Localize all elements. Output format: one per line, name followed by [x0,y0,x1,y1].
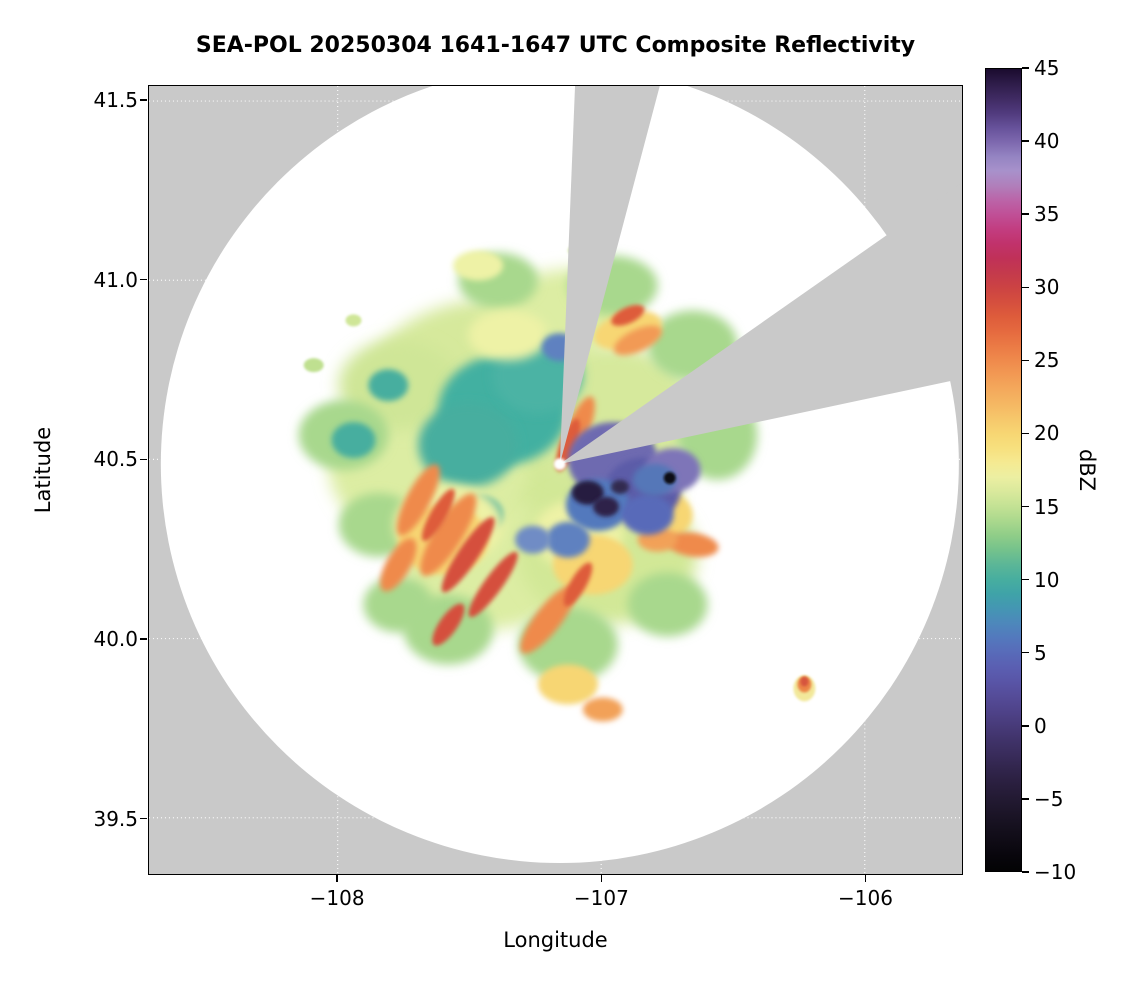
colorbar-tick-mark [1022,67,1029,69]
x-tick-mark [600,875,603,882]
y-tick-label: 40.0 [93,626,138,651]
colorbar-tick-label: 25 [1034,348,1060,373]
echo-blob [468,551,518,618]
colorbar [985,68,1022,872]
colorbar-tick-mark [1022,213,1029,215]
colorbar-tick-label: 10 [1034,567,1060,592]
echo-blob [632,463,677,496]
colorbar-tick-mark [1022,432,1029,435]
echo-blob [421,488,455,542]
echo-blob [800,676,809,687]
y-tick-mark [140,458,147,461]
echo-blob [592,496,619,517]
radar-site-notch [553,458,566,471]
colorbar-tick-mark [1022,651,1029,654]
y-axis-label: Latitude [31,426,55,514]
colorbar-tick-mark [1022,359,1029,362]
colorbar-tick-label: 15 [1034,494,1060,519]
y-tick-label: 39.5 [93,806,138,831]
echo-blob [453,250,504,281]
echo-blob [546,521,590,558]
echo-blob [611,304,645,326]
echo-blob [613,325,662,356]
colorbar-tick-mark [1022,798,1029,800]
echo-blob [515,525,551,554]
echo-blob [666,532,719,558]
colorbar-tick-label: 45 [1034,56,1060,80]
y-tick-mark [140,99,147,101]
colorbar-tick-label: −5 [1034,786,1064,811]
echo-blob [663,472,676,485]
y-tick-label: 41.5 [93,88,138,113]
chart-title: SEA-POL 20250304 1641-1647 UTC Composite… [195,33,916,58]
echo-blob [420,493,477,576]
x-tick-label: −106 [838,886,893,910]
colorbar-tick-label: 30 [1034,275,1060,300]
echo-blob [627,572,708,637]
x-tick-label: −108 [309,886,365,910]
echo-blob [582,697,623,722]
radar-reflectivity-plot [149,86,962,874]
echo-blob [468,310,549,361]
echo-blob [610,480,629,494]
plot-area [148,85,963,875]
echo-blob [441,517,495,593]
blocked-sector-wedge [559,86,660,465]
echo-blob [563,562,593,607]
echo-blob [396,464,440,536]
y-tick-label: 41.0 [93,267,138,292]
echo-blob [345,314,362,327]
x-axis-label: Longitude [503,928,608,952]
colorbar-tick-mark [1022,286,1029,289]
echo-blob [621,494,674,535]
echo-blob [538,664,598,705]
echo-blob [303,358,324,373]
colorbar-tick-mark [1022,871,1029,873]
colorbar-tick-mark [1022,578,1029,581]
echo-blob [368,369,409,402]
echo-blob [363,576,434,633]
colorbar-tick-label: 35 [1034,202,1060,227]
echo-blob [418,403,519,487]
colorbar-tick-mark [1022,140,1029,142]
colorbar-tick-label: 0 [1034,713,1047,738]
y-tick-mark [140,638,147,640]
colorbar-tick-label: 40 [1034,129,1060,154]
colorbar-label: dBZ [1075,448,1099,492]
echo-blob [331,422,376,458]
echo-blob [571,480,604,505]
colorbar-tick-label: 20 [1034,421,1060,446]
y-tick-mark [140,817,147,820]
x-tick-mark [336,875,338,882]
y-tick-mark [140,278,147,281]
echo-blob [555,418,581,472]
colorbar-tick-mark [1022,725,1029,727]
echo-blob [520,585,576,654]
colorbar-tick-label: 5 [1034,640,1047,665]
x-tick-mark [864,875,867,882]
echo-blob [380,538,417,592]
colorbar-tick-label: −10 [1034,860,1077,884]
x-tick-label: −107 [573,886,629,910]
colorbar-tick-mark [1022,505,1029,508]
y-tick-label: 40.5 [93,447,138,472]
echo-blob [432,603,465,646]
